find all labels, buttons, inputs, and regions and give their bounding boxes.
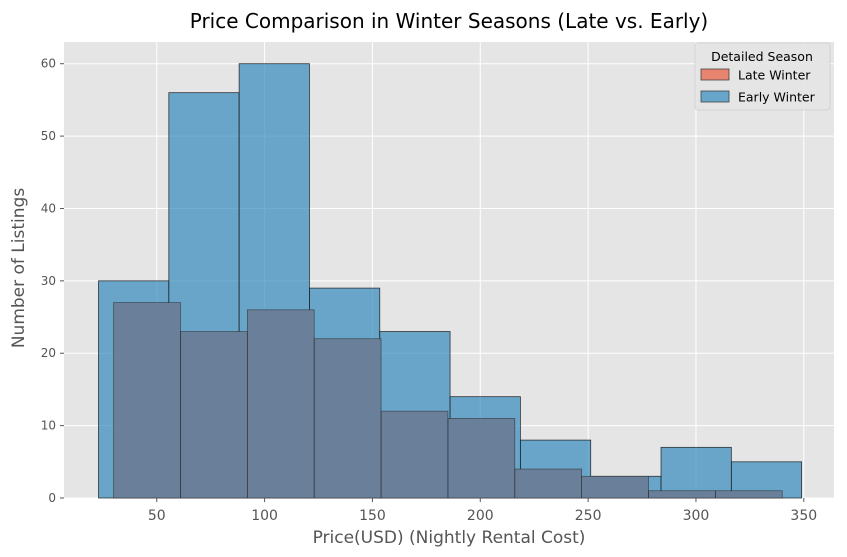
y-tick-label: 20 bbox=[41, 346, 56, 360]
late-winter-bar-edge bbox=[715, 490, 783, 499]
chart-title: Price Comparison in Winter Seasons (Late… bbox=[190, 9, 709, 33]
x-tick-label: 300 bbox=[683, 508, 710, 524]
late-winter-bar bbox=[113, 302, 181, 498]
x-axis-ticks: 50 100 150 200 250 300 350 bbox=[148, 498, 817, 524]
x-tick-label: 200 bbox=[467, 508, 494, 524]
late-winter-bar-edge bbox=[581, 475, 649, 499]
x-tick-label: 150 bbox=[359, 508, 386, 524]
y-tick-label: 10 bbox=[41, 419, 56, 433]
early-winter-bar bbox=[660, 446, 732, 499]
overlap-bars bbox=[113, 302, 783, 498]
late-winter-bar-edges bbox=[113, 302, 783, 499]
legend-label-late-winter: Late Winter bbox=[738, 68, 811, 83]
y-tick-label: 60 bbox=[41, 57, 56, 71]
legend-label-early-winter: Early Winter bbox=[738, 90, 816, 105]
y-tick-label: 0 bbox=[48, 491, 56, 505]
legend-swatch-early-winter bbox=[700, 90, 730, 103]
y-tick-label: 40 bbox=[41, 201, 56, 215]
late-winter-bar bbox=[648, 490, 716, 498]
late-winter-bar bbox=[514, 469, 582, 498]
late-winter-bar-edge bbox=[447, 418, 516, 499]
y-tick-label: 30 bbox=[41, 274, 56, 288]
x-axis-label: Price(USD) (Nightly Rental Cost) bbox=[313, 528, 586, 548]
late-winter-bar bbox=[715, 490, 783, 498]
legend-swatch-late-winter bbox=[700, 68, 730, 81]
late-winter-bar bbox=[314, 338, 382, 498]
late-winter-bar bbox=[180, 331, 248, 498]
x-tick-label: 350 bbox=[790, 508, 817, 524]
late-winter-bar bbox=[247, 309, 315, 498]
x-tick-label: 100 bbox=[251, 508, 278, 524]
late-winter-bar bbox=[381, 411, 448, 498]
late-winter-bar bbox=[581, 476, 649, 498]
y-axis-ticks: 0 10 20 30 40 50 60 bbox=[41, 57, 64, 505]
late-winter-bar bbox=[447, 418, 515, 498]
legend-title: Detailed Season bbox=[711, 49, 813, 64]
y-tick-label: 50 bbox=[41, 129, 56, 143]
x-tick-label: 50 bbox=[148, 508, 166, 524]
x-tick-label: 250 bbox=[575, 508, 602, 524]
legend: Detailed Season Late Winter Early Winter bbox=[694, 42, 831, 111]
y-axis-label: Number of Listings bbox=[9, 188, 29, 348]
